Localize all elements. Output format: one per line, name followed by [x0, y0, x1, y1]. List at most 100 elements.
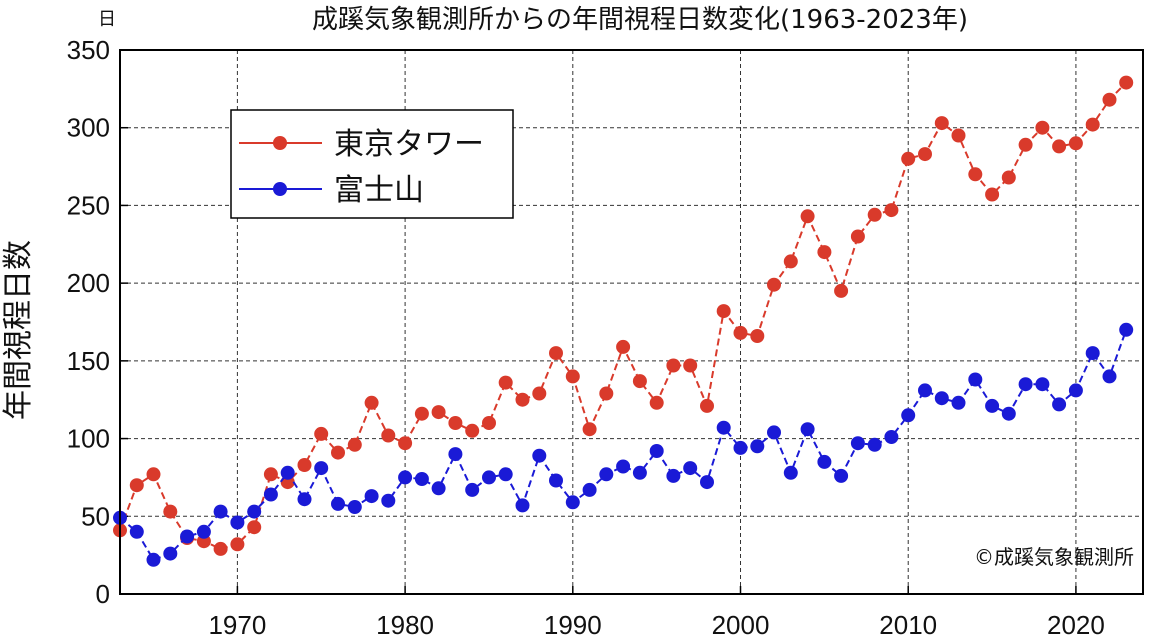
y-tick-label: 300: [67, 113, 110, 143]
data-point: [750, 329, 765, 343]
data-point: [850, 229, 865, 244]
data-point: [1052, 139, 1067, 154]
x-tick-label: 2020: [1047, 610, 1105, 640]
y-tick-label: 50: [81, 501, 110, 531]
data-point: [146, 552, 161, 567]
data-point: [767, 425, 781, 440]
data-point: [1085, 346, 1100, 361]
y-tick-label: 0: [96, 579, 110, 609]
data-point: [565, 495, 580, 510]
data-point: [280, 465, 295, 480]
data-point: [414, 472, 429, 486]
data-point: [213, 504, 228, 519]
data-point: [331, 445, 345, 460]
data-point: [750, 439, 765, 454]
data-point: [263, 467, 278, 482]
data-point: [146, 467, 161, 482]
data-point: [934, 116, 949, 131]
data-point: [196, 524, 211, 539]
data-point: [834, 468, 849, 483]
data-point: [549, 473, 563, 488]
y-tick-label: 350: [67, 35, 110, 65]
data-point: [783, 465, 798, 480]
data-point: [884, 430, 899, 444]
data-point: [1001, 170, 1016, 185]
data-point: [1018, 137, 1033, 152]
data-point: [666, 358, 681, 373]
data-point: [1052, 397, 1067, 412]
y-unit-label: 日: [98, 9, 116, 30]
data-point: [398, 436, 413, 451]
data-point: [180, 529, 195, 544]
data-point: [1068, 136, 1083, 151]
data-point: [951, 395, 966, 410]
data-point: [1085, 117, 1100, 132]
data-point: [163, 546, 178, 561]
data-point: [549, 346, 563, 361]
data-point: [817, 245, 832, 260]
data-point: [599, 386, 614, 401]
y-tick-label: 200: [67, 268, 110, 298]
data-point: [1001, 406, 1016, 421]
data-point: [431, 481, 446, 496]
data-point: [381, 428, 396, 443]
data-point: [565, 369, 580, 384]
data-point: [331, 496, 345, 511]
data-point: [700, 475, 714, 490]
data-point: [1119, 322, 1134, 337]
y-axis-label: 年間視程日数: [1, 240, 36, 420]
data-point: [1018, 377, 1033, 392]
x-tick-label: 1980: [376, 610, 434, 640]
data-point: [666, 468, 681, 483]
data-point: [834, 283, 849, 298]
data-point: [431, 405, 446, 420]
data-point: [934, 391, 949, 406]
data-point: [985, 187, 1000, 202]
data-point: [247, 520, 262, 535]
data-point: [616, 459, 631, 474]
data-point: [465, 482, 480, 497]
data-point: [599, 467, 614, 482]
series-1: [113, 322, 1134, 567]
data-point: [364, 395, 379, 410]
data-point: [347, 437, 362, 452]
data-point: [364, 489, 379, 504]
chart-title: 成蹊気象観測所からの年間視程日数変化(1963-2023年): [312, 5, 968, 35]
legend-label-series-1: 富士山: [334, 173, 424, 208]
data-point: [800, 422, 815, 437]
y-tick-label: 100: [67, 424, 110, 454]
series-0: [113, 75, 1134, 556]
data-point: [884, 203, 899, 218]
data-point: [716, 420, 731, 435]
data-point: [901, 408, 916, 423]
legend-marker-series-0: [273, 136, 287, 150]
data-point: [1035, 377, 1050, 392]
y-tick-label: 150: [67, 346, 110, 376]
data-point: [398, 470, 413, 485]
legend-marker-series-1: [273, 182, 287, 196]
data-point: [247, 504, 262, 519]
data-point: [482, 470, 496, 485]
data-point: [515, 392, 530, 407]
data-point: [381, 493, 396, 508]
data-point: [1035, 120, 1050, 135]
data-point: [1119, 75, 1134, 90]
data-point: [213, 541, 228, 556]
data-point: [532, 448, 547, 463]
data-point: [632, 465, 647, 480]
data-point: [448, 416, 463, 430]
data-point: [700, 398, 714, 413]
data-point: [414, 406, 429, 421]
data-point: [968, 372, 983, 387]
data-point: [482, 416, 496, 430]
data-point: [230, 537, 245, 552]
data-point: [767, 277, 781, 292]
data-point: [783, 254, 798, 269]
data-point: [968, 167, 983, 182]
series-layer: [113, 75, 1134, 567]
data-point: [129, 524, 144, 539]
plot-frame: [119, 49, 1144, 595]
data-point: [733, 440, 748, 455]
data-point: [850, 436, 865, 451]
